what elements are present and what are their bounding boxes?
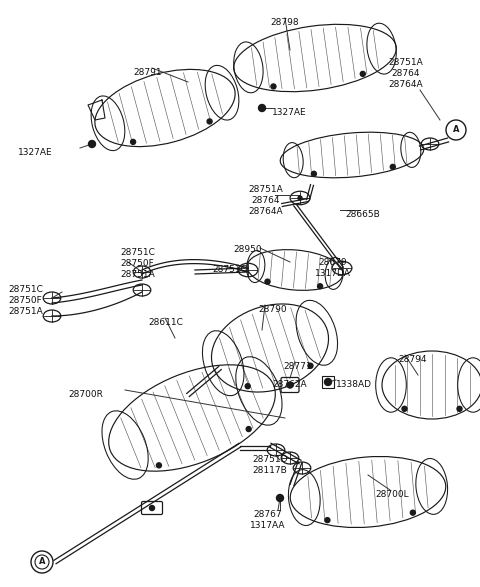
Circle shape [318, 284, 323, 289]
Circle shape [325, 518, 330, 522]
Text: 28771: 28771 [284, 362, 312, 371]
Text: 28791: 28791 [134, 68, 162, 77]
Text: 28700L: 28700L [375, 490, 408, 499]
Text: 28751A
28764
28764A: 28751A 28764 28764A [388, 58, 423, 89]
Circle shape [265, 279, 270, 284]
Circle shape [324, 379, 332, 386]
Circle shape [259, 104, 265, 112]
Text: 28665B: 28665B [345, 210, 380, 219]
Text: 1338AD: 1338AD [336, 380, 372, 389]
Circle shape [298, 196, 302, 200]
Text: 28798: 28798 [271, 18, 300, 27]
Text: 28751A
28764
28764A: 28751A 28764 28764A [248, 185, 283, 216]
Text: A: A [453, 126, 459, 134]
Circle shape [245, 384, 250, 389]
Text: 28751C
28750F
28751A: 28751C 28750F 28751A [8, 285, 43, 316]
Circle shape [360, 72, 365, 76]
Circle shape [149, 505, 155, 511]
Circle shape [390, 164, 396, 170]
Circle shape [271, 84, 276, 89]
Text: 28751C
28750F
28751A: 28751C 28750F 28751A [120, 248, 155, 279]
Circle shape [308, 363, 313, 368]
Circle shape [276, 494, 284, 501]
Text: 28767
1317AA: 28767 1317AA [250, 510, 286, 530]
Circle shape [131, 140, 135, 144]
Text: 28790: 28790 [258, 305, 287, 314]
Circle shape [156, 463, 161, 468]
Text: 28950: 28950 [234, 245, 262, 254]
Text: 28751C: 28751C [213, 265, 247, 274]
Circle shape [312, 171, 316, 176]
Circle shape [207, 119, 212, 124]
Text: 28679
1317DA: 28679 1317DA [315, 258, 351, 278]
Text: 28611C: 28611C [148, 318, 183, 327]
Circle shape [88, 140, 96, 147]
Circle shape [457, 406, 462, 411]
Circle shape [287, 382, 293, 388]
Text: A: A [39, 558, 45, 566]
Circle shape [410, 510, 415, 515]
Bar [322, 376, 334, 388]
Circle shape [288, 383, 292, 387]
Text: 28751D
28117B: 28751D 28117B [252, 455, 288, 475]
Text: 28794: 28794 [398, 355, 427, 364]
Circle shape [402, 406, 407, 411]
Text: 28762A: 28762A [272, 380, 307, 389]
Text: 28700R: 28700R [68, 390, 103, 399]
Text: 1327AE: 1327AE [18, 148, 53, 157]
Text: 1327AE: 1327AE [272, 108, 307, 117]
Circle shape [246, 427, 251, 431]
